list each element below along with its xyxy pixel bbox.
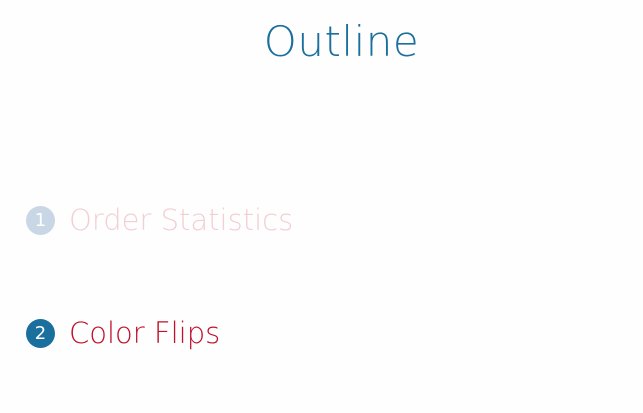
outline-number-badge: 1 — [26, 205, 55, 235]
outline-item-order-statistics[interactable]: 1 Order Statistics — [26, 200, 293, 240]
slide-title: Outline — [263, 17, 420, 66]
outline-item-label: Color Flips — [69, 316, 221, 350]
outline-number-badge: 2 — [26, 318, 55, 348]
outline-item-color-flips[interactable]: 2 Color Flips — [26, 313, 220, 353]
outline-item-label: Order Statistics — [69, 203, 294, 237]
